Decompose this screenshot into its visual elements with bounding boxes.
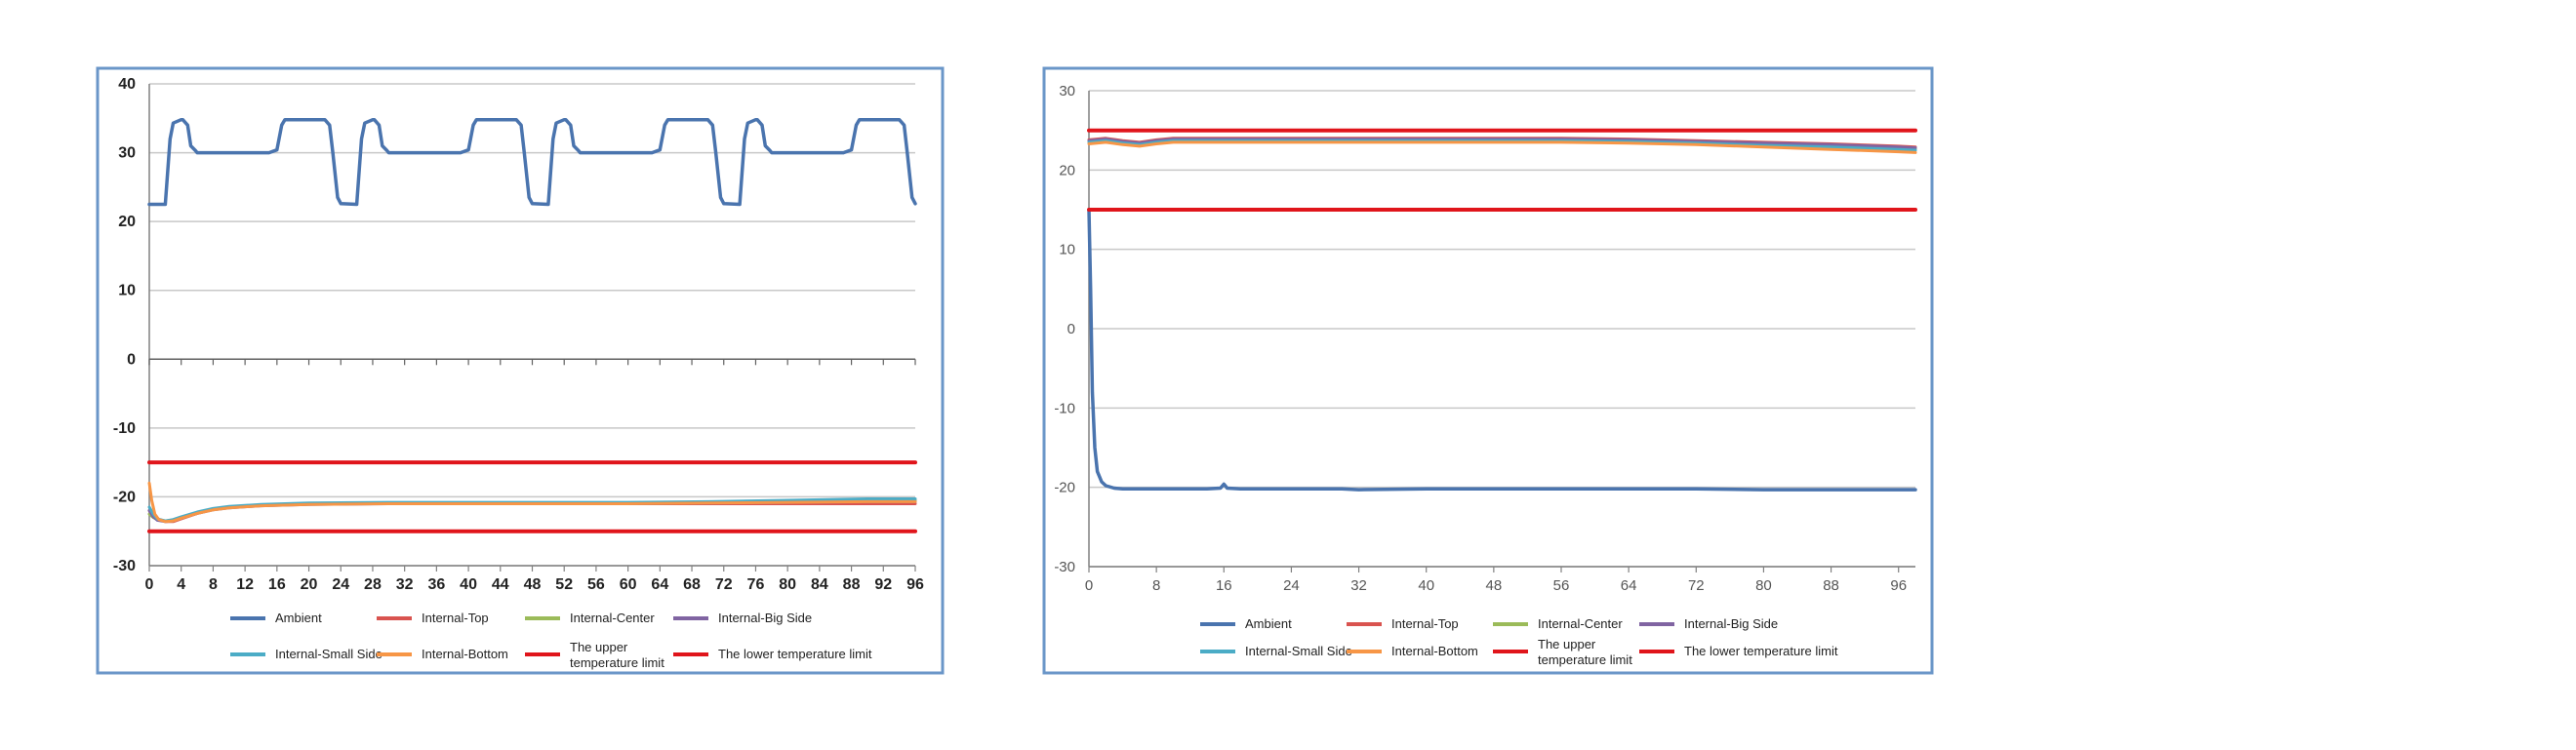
legend-label: Internal-Small Side <box>275 647 382 661</box>
series-line-internal-bottom <box>1087 140 1917 154</box>
y-tick-label: -10 <box>1054 400 1075 416</box>
y-tick-label: -20 <box>1054 480 1075 496</box>
y-tick-label: 30 <box>118 145 136 162</box>
series-line-internal-bottom <box>147 481 917 524</box>
x-tick-label: 80 <box>1755 577 1772 594</box>
x-tick-label: 24 <box>1283 577 1300 594</box>
y-tick-label: -10 <box>113 420 136 437</box>
x-tick-label: 36 <box>427 576 445 593</box>
legend-item-lower-limit: The lower temperature limit <box>673 647 872 661</box>
legend-item-internal-center: Internal-Center <box>1493 616 1623 631</box>
x-tick-label: 96 <box>906 576 924 593</box>
legend-label: The lower temperature limit <box>718 647 872 661</box>
x-tick-label: 24 <box>332 576 349 593</box>
legend-label: Internal-Top <box>422 611 489 625</box>
x-tick-label: 8 <box>209 576 218 593</box>
x-tick-label: 72 <box>715 576 733 593</box>
legend-item-internal-big-side: Internal-Big Side <box>1639 616 1778 631</box>
series-line-ambient <box>147 117 917 207</box>
x-tick-label: 8 <box>1152 577 1160 594</box>
x-tick-label: 28 <box>364 576 382 593</box>
x-tick-label: 32 <box>1350 577 1367 594</box>
legend-label: Ambient <box>1245 616 1292 631</box>
x-tick-label: 0 <box>145 576 154 593</box>
legend-label: Internal-Center <box>570 611 655 625</box>
x-tick-label: 32 <box>396 576 414 593</box>
legend-item-internal-big-side: Internal-Big Side <box>673 611 812 625</box>
chart-2: 30 20 10 0 -10 -20 -30 0 8 16 24 32 40 48 56 64 72 80 88 96… <box>1042 66 1934 675</box>
x-tick-label: 84 <box>811 576 828 593</box>
x-tick-label: 60 <box>620 576 637 593</box>
x-tick-label: 12 <box>236 576 254 593</box>
y-tick-label: 20 <box>118 214 136 230</box>
series-line-internal-small-side <box>1087 138 1917 152</box>
legend-item-internal-bottom: Internal-Bottom <box>377 647 508 661</box>
legend-label: Internal-Small Side <box>1245 644 1352 658</box>
x-tick-label: 92 <box>874 576 892 593</box>
legend-item-lower-limit: The lower temperature limit <box>1639 644 1838 658</box>
legend-label: Internal-Bottom <box>422 647 508 661</box>
x-tick-label: 64 <box>1621 577 1637 594</box>
x-tick-label: 48 <box>524 576 542 593</box>
legend-item-ambient: Ambient <box>1200 616 1292 631</box>
x-tick-label: 64 <box>651 576 668 593</box>
x-tick-label: 88 <box>843 576 861 593</box>
legend-label: Internal-Big Side <box>718 611 812 625</box>
legend-label: Ambient <box>275 611 322 625</box>
x-tick-label: 0 <box>1085 577 1093 594</box>
x-tick-label: 16 <box>268 576 286 593</box>
x-tick-label: 40 <box>460 576 477 593</box>
legend-item-internal-center: Internal-Center <box>525 611 655 625</box>
legend-label: temperature limit <box>1538 652 1632 667</box>
legend-item-internal-small-side: Internal-Small Side <box>1200 644 1352 658</box>
x-tick-label: 68 <box>683 576 701 593</box>
x-tick-label: 88 <box>1823 577 1839 594</box>
x-tick-label: 72 <box>1688 577 1705 594</box>
legend-label: The lower temperature limit <box>1684 644 1838 658</box>
y-tick-label: 20 <box>1059 162 1075 178</box>
legend-item-ambient: Ambient <box>230 611 322 625</box>
x-tick-label: 56 <box>587 576 605 593</box>
series-line-ambient <box>1087 208 1917 492</box>
legend-item-internal-bottom: Internal-Bottom <box>1347 644 1478 658</box>
x-tick-label: 76 <box>747 576 765 593</box>
y-tick-label: -20 <box>113 489 136 505</box>
legend-item-internal-top: Internal-Top <box>1347 616 1459 631</box>
legend-label: Internal-Center <box>1538 616 1623 631</box>
x-tick-label: 16 <box>1216 577 1232 594</box>
y-tick-label: 0 <box>1067 321 1075 337</box>
y-tick-label: 40 <box>118 76 136 93</box>
legend-label: The upper <box>570 640 628 654</box>
chart-border <box>1042 66 1934 675</box>
legend-item-internal-small-side: Internal-Small Side <box>230 647 382 661</box>
legend-item-internal-top: Internal-Top <box>377 611 489 625</box>
x-tick-label: 48 <box>1486 577 1503 594</box>
x-tick-label: 20 <box>301 576 318 593</box>
legend-label: Internal-Big Side <box>1684 616 1778 631</box>
legend-label: Internal-Top <box>1391 616 1459 631</box>
series-line-internal-big-side <box>1087 138 1917 150</box>
x-tick-label: 40 <box>1418 577 1434 594</box>
x-tick-label: 44 <box>492 576 509 593</box>
y-tick-label: -30 <box>113 558 136 574</box>
x-tick-label: 56 <box>1553 577 1570 594</box>
y-tick-label: 10 <box>118 283 136 299</box>
x-tick-label: 4 <box>177 576 185 593</box>
y-tick-label: -30 <box>1054 559 1075 575</box>
chart-border <box>96 66 945 675</box>
x-tick-label: 80 <box>779 576 796 593</box>
legend-label: Internal-Bottom <box>1391 644 1478 658</box>
x-tick-label: 52 <box>555 576 573 593</box>
y-tick-label: 10 <box>1059 242 1075 258</box>
y-tick-label: 0 <box>127 351 136 368</box>
legend-label: temperature limit <box>570 655 664 670</box>
x-tick-label: 96 <box>1890 577 1907 594</box>
y-tick-label: 30 <box>1059 83 1075 99</box>
legend-label: The upper <box>1538 637 1596 651</box>
